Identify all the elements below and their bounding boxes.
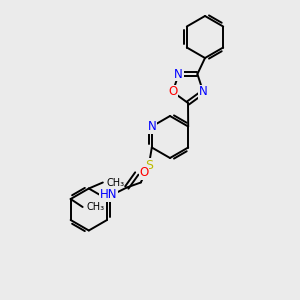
Text: N: N bbox=[199, 85, 208, 98]
Text: N: N bbox=[147, 120, 156, 133]
Text: S: S bbox=[145, 159, 153, 172]
Text: O: O bbox=[168, 85, 177, 98]
Text: N: N bbox=[174, 68, 183, 81]
Text: CH₃: CH₃ bbox=[107, 178, 125, 188]
Text: CH₃: CH₃ bbox=[87, 202, 105, 212]
Text: O: O bbox=[139, 166, 148, 179]
Text: HN: HN bbox=[100, 188, 118, 201]
